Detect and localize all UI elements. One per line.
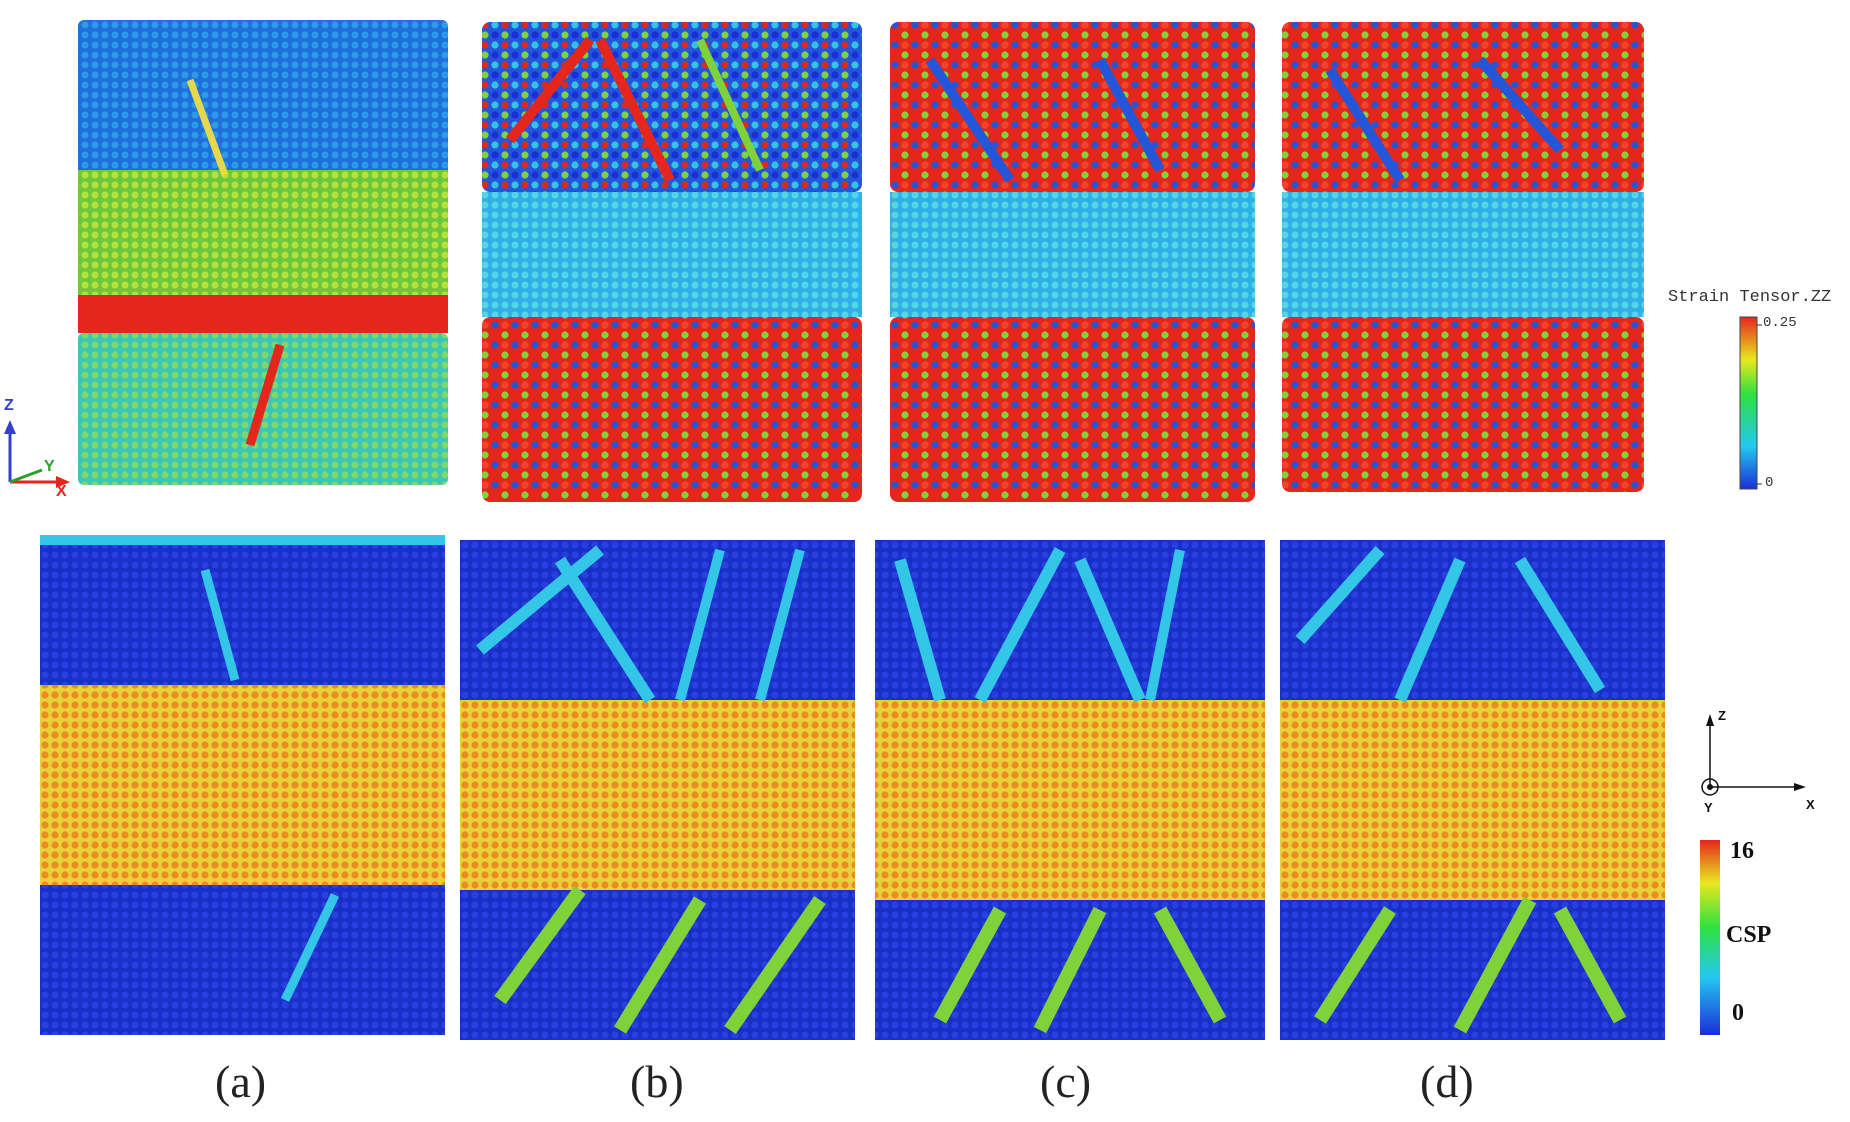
box-3d-c [890, 22, 1255, 502]
csp-colorbar-max: 16 [1730, 838, 1754, 864]
axis-2d-y-label: Y [1704, 800, 1713, 815]
csp-colorbar-min: 0 [1732, 1000, 1744, 1026]
axis-2d-z-label: Z [1718, 708, 1726, 723]
strain-colorbar-max: 0.25 [1763, 315, 1797, 331]
slice-csp-c [875, 540, 1265, 1040]
box-3d-b [482, 22, 862, 502]
strain-colorbar [1739, 316, 1758, 490]
panel-label-d: (d) [1420, 1056, 1474, 1107]
panel-label-c: (c) [1040, 1056, 1092, 1107]
box-3d-d [1282, 22, 1644, 492]
slice-csp-d [1280, 540, 1665, 1040]
csp-colorbar [1700, 840, 1720, 1035]
csp-colorbar-title: CSP [1726, 922, 1772, 948]
axis-triad-3d [4, 420, 70, 488]
axis-3d-z-label: Z [4, 397, 14, 414]
axis-3d-x-label: X [56, 483, 67, 500]
slice-csp-b [460, 540, 855, 1040]
axis-triad-2d [1701, 714, 1806, 796]
panel-label-b: (b) [630, 1056, 684, 1107]
axis-3d-y-label: Y [44, 458, 55, 475]
axis-2d-x-label: X [1806, 797, 1815, 812]
strain-colorbar-title: Strain Tensor.ZZ [1668, 288, 1832, 307]
slice-csp-a [40, 535, 445, 1035]
panel-label-a: (a) [215, 1056, 267, 1107]
strain-colorbar-min: 0 [1765, 475, 1774, 491]
box-3d-a [78, 20, 448, 485]
